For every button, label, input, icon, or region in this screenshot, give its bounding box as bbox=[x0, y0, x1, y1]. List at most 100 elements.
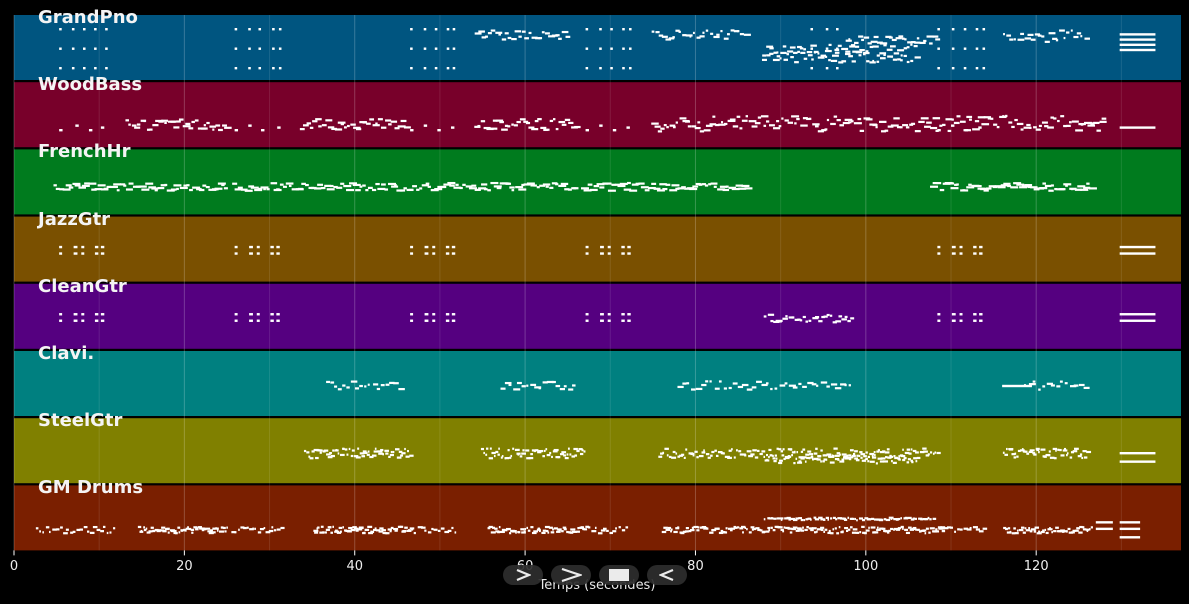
note bbox=[173, 184, 182, 187]
note bbox=[249, 528, 254, 531]
note bbox=[672, 126, 676, 129]
note bbox=[513, 388, 521, 391]
note bbox=[774, 454, 777, 457]
note bbox=[850, 120, 854, 123]
note bbox=[189, 188, 193, 192]
note bbox=[560, 453, 565, 456]
note bbox=[696, 529, 700, 532]
note bbox=[487, 189, 491, 192]
note bbox=[564, 456, 569, 460]
note bbox=[973, 245, 977, 249]
track bbox=[14, 149, 1181, 215]
note bbox=[775, 457, 778, 460]
note bbox=[518, 188, 527, 191]
note bbox=[865, 50, 869, 53]
note bbox=[185, 527, 189, 530]
note bbox=[959, 319, 963, 322]
note bbox=[954, 530, 957, 533]
note bbox=[538, 37, 543, 40]
note bbox=[559, 387, 565, 391]
track-band bbox=[14, 351, 1181, 416]
note bbox=[702, 31, 705, 34]
play-button[interactable] bbox=[503, 565, 543, 585]
note bbox=[1042, 385, 1046, 388]
note bbox=[1072, 450, 1078, 453]
note bbox=[830, 455, 835, 458]
note bbox=[523, 120, 529, 123]
note bbox=[1053, 530, 1057, 533]
note bbox=[498, 447, 500, 450]
note bbox=[88, 182, 97, 185]
note bbox=[342, 447, 344, 450]
note bbox=[1038, 530, 1040, 533]
note bbox=[196, 188, 202, 191]
note bbox=[792, 386, 798, 389]
note bbox=[669, 189, 678, 192]
note bbox=[930, 185, 939, 188]
note bbox=[856, 454, 859, 457]
note bbox=[741, 383, 749, 387]
note bbox=[820, 449, 823, 452]
note bbox=[715, 454, 719, 457]
note bbox=[870, 526, 876, 529]
note bbox=[765, 120, 770, 123]
note bbox=[665, 183, 671, 186]
note bbox=[1095, 527, 1113, 531]
note bbox=[1005, 527, 1008, 531]
note bbox=[501, 128, 508, 131]
note bbox=[1119, 252, 1156, 255]
note bbox=[416, 188, 420, 191]
note bbox=[898, 458, 901, 461]
note bbox=[876, 528, 881, 531]
note bbox=[654, 125, 661, 128]
note bbox=[855, 531, 858, 534]
note bbox=[1017, 38, 1025, 41]
note bbox=[959, 245, 963, 249]
note bbox=[898, 455, 900, 458]
note bbox=[761, 58, 767, 62]
note bbox=[820, 518, 825, 521]
note bbox=[377, 187, 386, 191]
note bbox=[839, 124, 845, 127]
note bbox=[1024, 450, 1028, 453]
note bbox=[365, 189, 369, 192]
note bbox=[807, 517, 812, 520]
note bbox=[109, 531, 112, 534]
note bbox=[975, 528, 980, 531]
note bbox=[557, 456, 561, 459]
note bbox=[701, 451, 706, 454]
note bbox=[846, 454, 849, 457]
note bbox=[809, 117, 812, 120]
note bbox=[140, 119, 147, 122]
note bbox=[548, 35, 556, 38]
note bbox=[248, 185, 255, 188]
note bbox=[407, 449, 409, 453]
note bbox=[780, 450, 784, 453]
note bbox=[123, 184, 127, 187]
note bbox=[675, 452, 678, 455]
note bbox=[580, 187, 589, 190]
note bbox=[890, 124, 899, 127]
note bbox=[1085, 528, 1090, 531]
note bbox=[811, 383, 817, 386]
fast-forward-button[interactable] bbox=[551, 565, 591, 585]
note bbox=[766, 45, 774, 48]
note bbox=[662, 451, 665, 454]
note bbox=[751, 528, 754, 531]
note bbox=[521, 30, 526, 33]
note bbox=[437, 529, 441, 532]
stop-button[interactable] bbox=[599, 565, 639, 585]
note bbox=[883, 44, 887, 47]
note bbox=[73, 252, 78, 255]
note bbox=[423, 67, 427, 70]
note bbox=[203, 124, 206, 127]
note bbox=[844, 118, 853, 121]
note bbox=[845, 529, 849, 532]
note bbox=[725, 185, 729, 188]
note bbox=[675, 29, 680, 32]
note bbox=[137, 525, 142, 529]
note bbox=[805, 518, 809, 521]
note bbox=[491, 451, 496, 455]
note bbox=[1084, 121, 1092, 125]
rewind-button[interactable] bbox=[647, 565, 687, 585]
